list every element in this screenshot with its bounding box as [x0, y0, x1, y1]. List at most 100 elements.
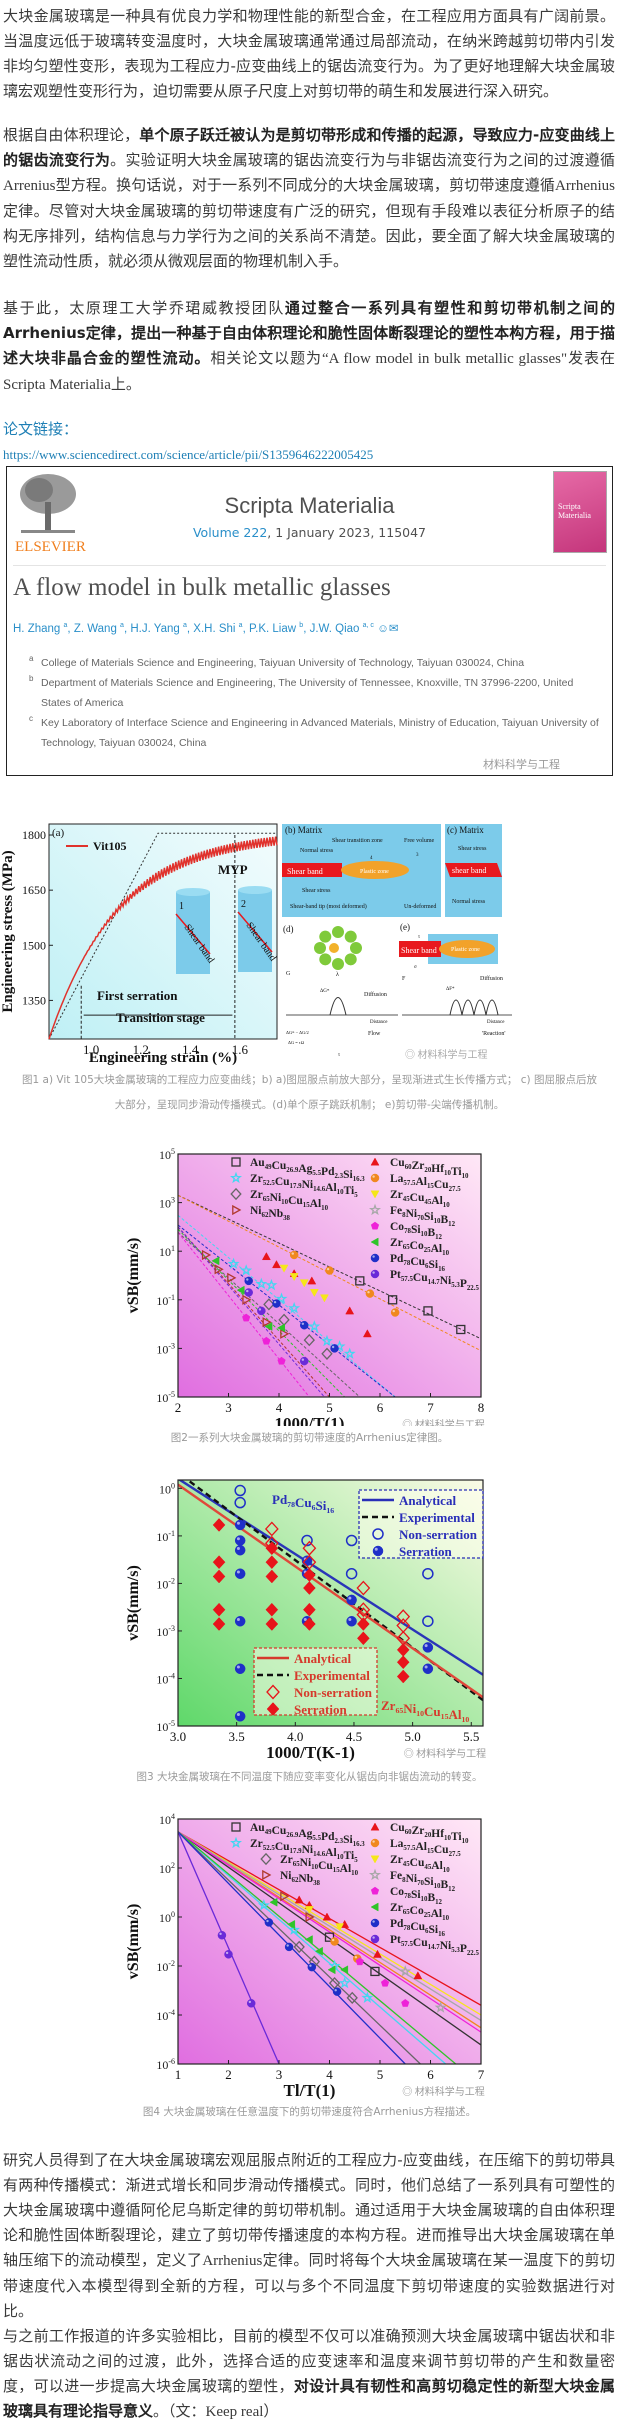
data-point [227, 1272, 237, 1283]
data-point [212, 1602, 226, 1617]
point-highlight [236, 1617, 240, 1621]
author-link[interactable]: J.W. Qiao a, c [309, 622, 374, 635]
label: σ [414, 965, 417, 970]
label: Un-deformed [404, 903, 436, 910]
figure-1-caption-line2: 大部分，呈现同步滑动传播模式。(d)单个原子跳跃机制； e)剪切带-尖端传播机制… [114, 1099, 505, 1111]
label: Shear band [401, 946, 437, 955]
data-point [257, 1306, 266, 1316]
atom [332, 926, 344, 938]
point-highlight [236, 1546, 240, 1550]
data-point [372, 1545, 384, 1557]
point-highlight [286, 1944, 289, 1947]
author-link[interactable]: X.H. Shi a [193, 622, 243, 635]
data-point [324, 1932, 335, 1942]
x-tick-label: 1.2 [133, 1042, 149, 1057]
fit-line [178, 1831, 421, 2064]
plastic-zone [341, 861, 409, 879]
data-point [212, 1518, 226, 1532]
data-point [307, 1962, 317, 1972]
data-point [294, 1895, 304, 1904]
volume-link[interactable]: Volume 222 [192, 525, 268, 540]
legend-label: Zr65Ni10Cu15Al10 [250, 1189, 329, 1212]
point-highlight [236, 1570, 240, 1574]
data-point [234, 1615, 246, 1627]
data-point [321, 1347, 333, 1360]
data-point [212, 1555, 226, 1570]
atom [314, 942, 326, 954]
point-highlight [246, 1289, 249, 1293]
data-point [217, 1930, 227, 1940]
point-highlight [248, 2000, 252, 2004]
author-link[interactable]: H.J. Yang a [130, 622, 187, 635]
data-point [423, 1306, 433, 1316]
point-highlight [246, 1278, 249, 1281]
data-point [325, 1266, 334, 1275]
paper-link[interactable]: https://www.sciencedirect.com/science/ar… [3, 447, 374, 462]
x-tick-label: 6 [427, 2067, 434, 2082]
legend-label: Cu60Zr20Hf10Ti10 [390, 1157, 469, 1180]
data-point [265, 1278, 278, 1291]
watermark: ◎ 材料科学与工程 [404, 1747, 487, 1760]
label: shear band [452, 866, 486, 875]
x-tick-label: 3.0 [170, 1729, 186, 1744]
legend-label: Fe8Ni70Si10B12 [390, 1870, 456, 1893]
label: Shear stress [302, 888, 331, 894]
y-tick-label: 10-3 [156, 1624, 175, 1639]
point-highlight [236, 1665, 240, 1669]
data-point [264, 1322, 273, 1331]
figure-2-caption: 图2一系列大块金属玻璃的剪切带速度的Arrhenius定律图。 [170, 1432, 449, 1444]
legend-label: Serration [399, 1544, 452, 1559]
data-point [234, 1484, 246, 1497]
legend-label: Pd78Cu6Si16 [390, 1918, 446, 1938]
data-point [422, 1615, 434, 1627]
y-tick-label: 1500 [22, 938, 46, 952]
x-tick-label: 5.5 [463, 1729, 479, 1744]
legend-label: Zr65Co25Al10 [390, 1237, 450, 1257]
data-point [275, 1292, 288, 1304]
author-list: H. Zhang a, Z. Wang a, H.J. Yang a, X.H.… [13, 622, 399, 635]
figure-3-chart: 3.0 3.5 4.0 4.5 5.0 5.5 10-5 10-4 10-3 10-2 10-1 10… [125, 1479, 487, 1762]
data-point [232, 1204, 242, 1216]
data-point [234, 1568, 246, 1579]
affiliation: c Key Laboratory of Interface Science and… [29, 714, 599, 749]
intro-paragraph: 大块金属玻璃是一种具有优良力学和物理性能的新型合金，在工程应用方面具有广阔前景。… [3, 7, 615, 100]
data-point [244, 1276, 253, 1286]
x-tick-label: 1 [175, 2067, 182, 2082]
legend-label: Pd78Cu6Si16 [390, 1253, 446, 1273]
data-point [242, 1313, 251, 1322]
data-point [345, 1534, 358, 1547]
plot-layer [178, 1194, 481, 1397]
data-point [266, 1702, 280, 1716]
figure-3-caption: 图3 大块金属玻璃在不同温度下随应变率变化从锯齿向非锯齿流动的转变。 [136, 1771, 483, 1783]
y-tick-label: 10-2 [156, 1959, 175, 1974]
stress-strain-curve [48, 836, 278, 1040]
data-point [307, 1276, 317, 1285]
data-point [288, 1301, 301, 1314]
data-point [330, 1937, 339, 1946]
label: Free volume [404, 838, 434, 844]
fit-line [178, 1228, 346, 1397]
author-link[interactable]: P.K. Liaw b [248, 622, 304, 635]
point-highlight [331, 1345, 335, 1349]
mail-icon[interactable]: ✉ [388, 623, 399, 635]
elastic-reference-line [48, 832, 277, 1040]
legend-label: Experimental [399, 1510, 475, 1525]
person-icon[interactable]: ☺ [377, 623, 389, 635]
data-point [387, 1295, 398, 1305]
author-link[interactable]: Z. Wang a [73, 622, 124, 635]
journal-volume: Volume 222, 1 January 2023, 115047 [192, 525, 427, 540]
label: 4 [370, 856, 373, 861]
x-tick-label: 4.5 [346, 1729, 362, 1744]
data-point [456, 1324, 466, 1335]
figure-4-chart: 1 2 3 4 5 6 7 10-6 10-4 10-2 100 102 104 Tl/T(1) vSB(m… [125, 1812, 485, 2100]
energy-profile [449, 999, 499, 1016]
legend-label: Fe8Ni70Si10B12 [390, 1205, 456, 1228]
conclusion-paragraph: 与之前工作报道的许多实验相比，目前的模型不仅可以准确预测大块金属玻璃中锯齿状和非… [3, 2327, 615, 2420]
author-link[interactable]: H. Zhang a [13, 622, 68, 635]
data-point [214, 1264, 224, 1275]
atom [344, 930, 357, 943]
data-point [370, 1886, 380, 1895]
legend-label: Co78Si10B12 [390, 1886, 443, 1906]
data-point [396, 1655, 410, 1670]
data-point [335, 1923, 345, 1932]
